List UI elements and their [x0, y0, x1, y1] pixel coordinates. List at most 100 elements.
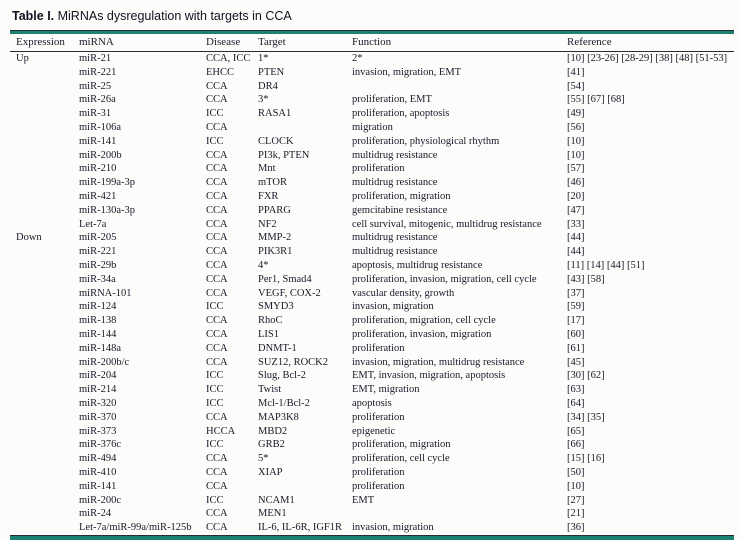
cell-mirna: miR-370 [79, 411, 117, 423]
table-row: miR-373 HCCA MBD2 epigenetic [65] [10, 425, 734, 439]
cell-expression [10, 93, 73, 107]
table-row: miRNA-101 CCA VEGF, COX-2 vascular density,… [10, 287, 734, 301]
cell-mirna: miR-205 [79, 232, 117, 244]
cell-target: GRB2 [258, 439, 285, 451]
cell-disease: ICC [206, 370, 224, 382]
table-row: miR-141 ICC CLOCK proliferation, physiologi… [10, 135, 734, 149]
cell-disease: CCA [206, 315, 228, 327]
table-title: Table I. MiRNAs dysregulation with targe… [12, 8, 734, 24]
cell-target: Per1, Smad4 [258, 273, 312, 285]
cell-disease: CCA [206, 163, 228, 175]
cell-disease: ICC [206, 135, 224, 147]
cell-target: Twist [258, 384, 282, 396]
cell-target: SUZ12, ROCK2 [258, 356, 329, 368]
cell-mirna: miR-144 [79, 328, 117, 340]
cell-target: RhoC [258, 315, 283, 327]
cell-mirna: miR-141 [79, 480, 117, 492]
cell-disease: ICC [206, 301, 224, 313]
cell-disease: ICC [206, 494, 224, 506]
cell-expression [10, 466, 73, 480]
cell-disease: CCA [206, 480, 228, 492]
cell-mirna: miR-210 [79, 163, 117, 175]
cell-expression [10, 245, 73, 259]
cell-expression [10, 121, 73, 135]
table-row: miR-31 ICC RASA1 proliferation, apoptosis [4… [10, 107, 734, 121]
table-bottom-rule [10, 534, 734, 540]
cell-disease: CCA [206, 94, 228, 106]
cell-mirna: Let-7a/miR-99a/miR-125b [79, 522, 192, 534]
cell-function: proliferation, physiological rhythm [352, 135, 500, 147]
cell-mirna: miR-421 [79, 190, 117, 202]
cell-target: NCAM1 [258, 494, 295, 506]
cell-reference: [45] [567, 356, 585, 368]
cell-expression [10, 149, 73, 163]
cell-expression [10, 383, 73, 397]
cell-disease: EHCC [206, 66, 235, 78]
cell-expression [10, 176, 73, 190]
cell-target: XIAP [258, 466, 283, 478]
cell-function: proliferation, migration, cell cycle [352, 315, 496, 327]
cell-function: migration [352, 121, 393, 133]
cell-disease: CCA [206, 522, 228, 534]
cell-function: proliferation, cell cycle [352, 453, 450, 465]
cell-disease: ICC [206, 439, 224, 451]
table-row: Let-7a CCA NF2 cell survival, mitogenic, mu… [10, 218, 734, 232]
cell-expression [10, 425, 73, 439]
cell-expression [10, 218, 73, 232]
cell-target: IL-6, IL-6R, IGF1R [258, 522, 342, 534]
cell-function: multidrug resistance [352, 149, 438, 161]
cell-target: LIS1 [258, 328, 279, 340]
cell-expression [10, 259, 73, 273]
cell-reference: [27] [567, 494, 585, 506]
table-row: miR-320 ICC Mcl-1/Bcl-2 apoptosis [64] [10, 397, 734, 411]
table-row: miR-214 ICC Twist EMT, migration [63] [10, 383, 734, 397]
cell-mirna: miR-373 [79, 425, 117, 437]
cell-disease: CCA [206, 328, 228, 340]
cell-expression [10, 452, 73, 466]
cell-function: proliferation [352, 466, 405, 478]
cell-function: cell survival, mitogenic, multidrug resi… [352, 218, 542, 230]
cell-function: proliferation, invasion, migration [352, 328, 492, 340]
cell-expression [10, 287, 73, 301]
cell-function: proliferation [352, 342, 405, 354]
table-row: miR-25 CCA DR4 [54] [10, 80, 734, 94]
cell-reference: [66] [567, 439, 585, 451]
cell-expression [10, 135, 73, 149]
cell-mirna: miR-221 [79, 246, 117, 258]
cell-target: PI3k, PTEN [258, 149, 310, 161]
cell-target: 3* [258, 94, 269, 106]
cell-function: EMT, invasion, migration, apoptosis [352, 370, 506, 382]
table-row: miR-410 CCA XIAP proliferation [50] [10, 466, 734, 480]
cell-disease: CCA [206, 121, 228, 133]
cell-mirna: miRNA-101 [79, 287, 132, 299]
table-row: miR-106a CCA migration [56] [10, 121, 734, 135]
cell-target: PTEN [258, 66, 285, 78]
cell-disease: CCA [206, 218, 228, 230]
cell-disease: CCA [206, 273, 228, 285]
cell-target: DNMT-1 [258, 342, 297, 354]
cell-expression [10, 107, 73, 121]
cell-target: Mcl-1/Bcl-2 [258, 397, 310, 409]
cell-reference: [11] [14] [44] [51] [567, 259, 645, 271]
table-title-text: MiRNAs dysregulation with targets in CCA [54, 9, 292, 23]
cell-mirna: miR-204 [79, 370, 117, 382]
table-row: miR-494 CCA 5* proliferation, cell cycle [15… [10, 452, 734, 466]
col-header-disease: Disease [200, 34, 252, 52]
cell-expression [10, 273, 73, 287]
table-row: miR-376c ICC GRB2 proliferation, migration [… [10, 438, 734, 452]
cell-target: MEN1 [258, 508, 287, 520]
cell-disease: CCA [206, 411, 228, 423]
table-row: miR-200c ICC NCAM1 EMT [27] [10, 494, 734, 508]
table-row: miR-200b CCA PI3k, PTEN multidrug resistanc… [10, 149, 734, 163]
cell-function: gemcitabine resistance [352, 204, 448, 216]
cell-expression [10, 438, 73, 452]
table-row: miR-199a-3p CCA mTOR multidrug resistance [4… [10, 176, 734, 190]
cell-function: proliferation, apoptosis [352, 108, 450, 120]
cell-target [252, 480, 346, 494]
cell-target: VEGF, COX-2 [258, 287, 321, 299]
cell-expression [10, 521, 73, 535]
cell-disease: CCA [206, 204, 228, 216]
cell-target: 4* [258, 259, 269, 271]
cell-function: multidrug resistance [352, 246, 438, 258]
